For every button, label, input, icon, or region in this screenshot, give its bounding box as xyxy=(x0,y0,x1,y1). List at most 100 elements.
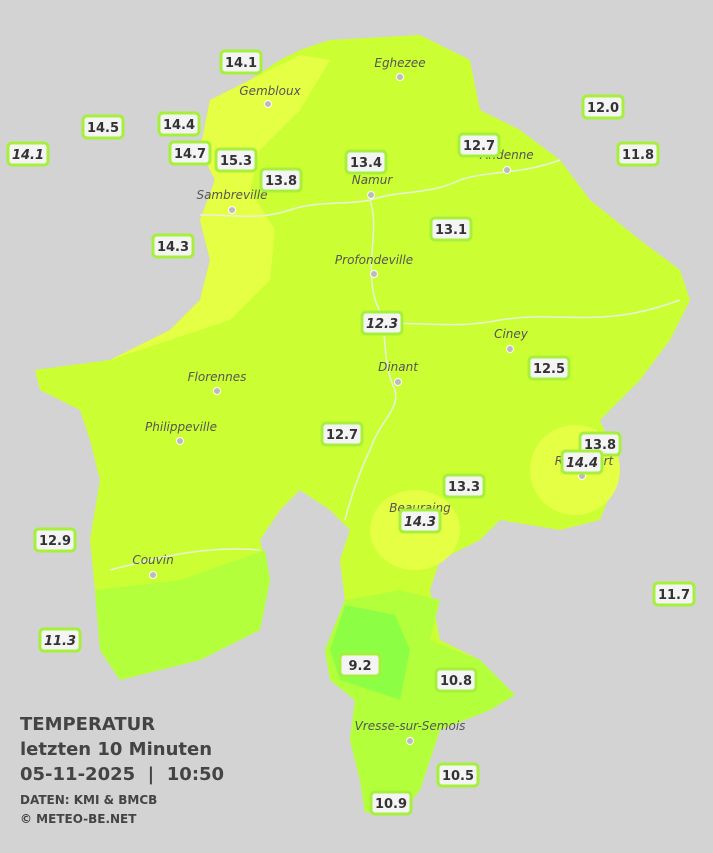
station: 12.7 xyxy=(457,132,501,158)
station: 10.8 xyxy=(434,667,478,693)
station-box xyxy=(429,216,473,242)
station-value: 14.1 xyxy=(12,148,44,163)
city-label: Sambreville xyxy=(196,188,267,202)
station-box xyxy=(652,581,696,607)
station: 10.5 xyxy=(436,762,480,788)
station-box xyxy=(436,762,480,788)
station: 12.5 xyxy=(527,355,571,381)
station-box xyxy=(434,667,478,693)
city-label: Eghezee xyxy=(374,56,425,70)
station-value: 14.1 xyxy=(225,56,257,71)
station-value: 9.2 xyxy=(348,659,371,674)
station-box xyxy=(616,141,660,167)
city-dot xyxy=(394,378,402,386)
city-dot xyxy=(213,387,221,395)
city-label: Profondeville xyxy=(335,253,413,267)
station-value: 11.8 xyxy=(622,148,654,163)
station: 12.3 xyxy=(360,310,404,336)
copyright: © METEO-BE.NET xyxy=(20,812,137,826)
station: 12.9 xyxy=(33,527,77,553)
station: 11.7 xyxy=(652,581,696,607)
station-box xyxy=(168,140,212,166)
station-value: 11.3 xyxy=(44,634,76,649)
city-dot xyxy=(396,73,404,81)
station-value: 14.5 xyxy=(87,121,119,136)
station: 10.9 xyxy=(369,790,413,816)
city-label: Couvin xyxy=(132,553,173,567)
city-dot xyxy=(264,100,272,108)
station-box xyxy=(151,233,195,259)
station-value: 13.4 xyxy=(350,156,382,171)
station-box xyxy=(81,114,125,140)
station-box xyxy=(33,527,77,553)
station-box xyxy=(369,790,413,816)
city-label: Namur xyxy=(352,173,394,187)
station: 13.1 xyxy=(429,216,473,242)
station: 15.3 xyxy=(214,147,258,173)
station: 14.1 xyxy=(219,49,263,75)
city-dot xyxy=(228,206,236,214)
station: 14.3 xyxy=(398,508,442,534)
station-value: 10.8 xyxy=(440,674,472,689)
station-value: 12.3 xyxy=(366,317,398,332)
station-box xyxy=(344,149,388,175)
station-value: 14.4 xyxy=(566,456,598,471)
station-value: 13.8 xyxy=(265,174,297,189)
station-value: 13.8 xyxy=(584,438,616,453)
datetime: 05-11-2025 | 10:50 xyxy=(20,764,224,785)
station-box xyxy=(214,147,258,173)
station-value: 13.1 xyxy=(435,223,467,238)
title-block: TEMPERATUR letzten 10 Minuten 05-11-2025… xyxy=(20,714,224,826)
station-value: 12.5 xyxy=(533,362,565,377)
city-label: Philippeville xyxy=(145,420,217,434)
station: 14.3 xyxy=(151,233,195,259)
station: 13.8 xyxy=(259,167,303,193)
station: 13.4 xyxy=(344,149,388,175)
station: 14.7 xyxy=(168,140,212,166)
station-box xyxy=(6,141,50,167)
title: TEMPERATUR xyxy=(20,714,155,735)
station-value: 14.3 xyxy=(404,515,436,530)
station-box xyxy=(259,167,303,193)
station-box xyxy=(360,310,404,336)
station-value: 11.7 xyxy=(658,588,690,603)
station-box xyxy=(457,132,501,158)
city-dot xyxy=(370,270,378,278)
station: 13.3 xyxy=(442,473,486,499)
city-label: Vresse-sur-Semois xyxy=(355,719,466,733)
station-value: 10.5 xyxy=(442,769,474,784)
warm-zone xyxy=(110,55,330,360)
city-dot xyxy=(406,737,414,745)
station: 14.1 xyxy=(6,141,50,167)
station-value: 14.4 xyxy=(163,118,195,133)
city-dot xyxy=(506,345,514,353)
station-value: 10.9 xyxy=(375,797,407,812)
station-value: 14.7 xyxy=(174,147,206,162)
city-label: Gembloux xyxy=(239,84,301,98)
station-value: 12.7 xyxy=(326,428,358,443)
subtitle: letzten 10 Minuten xyxy=(20,739,212,760)
city-label: Dinant xyxy=(378,360,419,374)
city-dot xyxy=(149,571,157,579)
station: 14.4 xyxy=(157,111,201,137)
station-value: 12.9 xyxy=(39,534,71,549)
station-box xyxy=(560,449,604,475)
source: DATEN: KMI & BMCB xyxy=(20,793,157,807)
station-box xyxy=(527,355,571,381)
city-dot xyxy=(503,166,511,174)
station: 12.0 xyxy=(581,94,625,120)
station-value: 12.0 xyxy=(587,101,619,116)
cool-zone xyxy=(95,550,270,680)
station-box xyxy=(442,473,486,499)
station-box xyxy=(38,627,82,653)
station-box xyxy=(581,94,625,120)
station-value: 14.3 xyxy=(157,240,189,255)
station: 14.5 xyxy=(81,114,125,140)
station-box xyxy=(219,49,263,75)
station-value: 12.7 xyxy=(463,139,495,154)
station-value: 15.3 xyxy=(220,154,252,169)
river xyxy=(109,159,681,571)
station-box xyxy=(338,652,382,678)
city-label: Ciney xyxy=(494,327,529,341)
